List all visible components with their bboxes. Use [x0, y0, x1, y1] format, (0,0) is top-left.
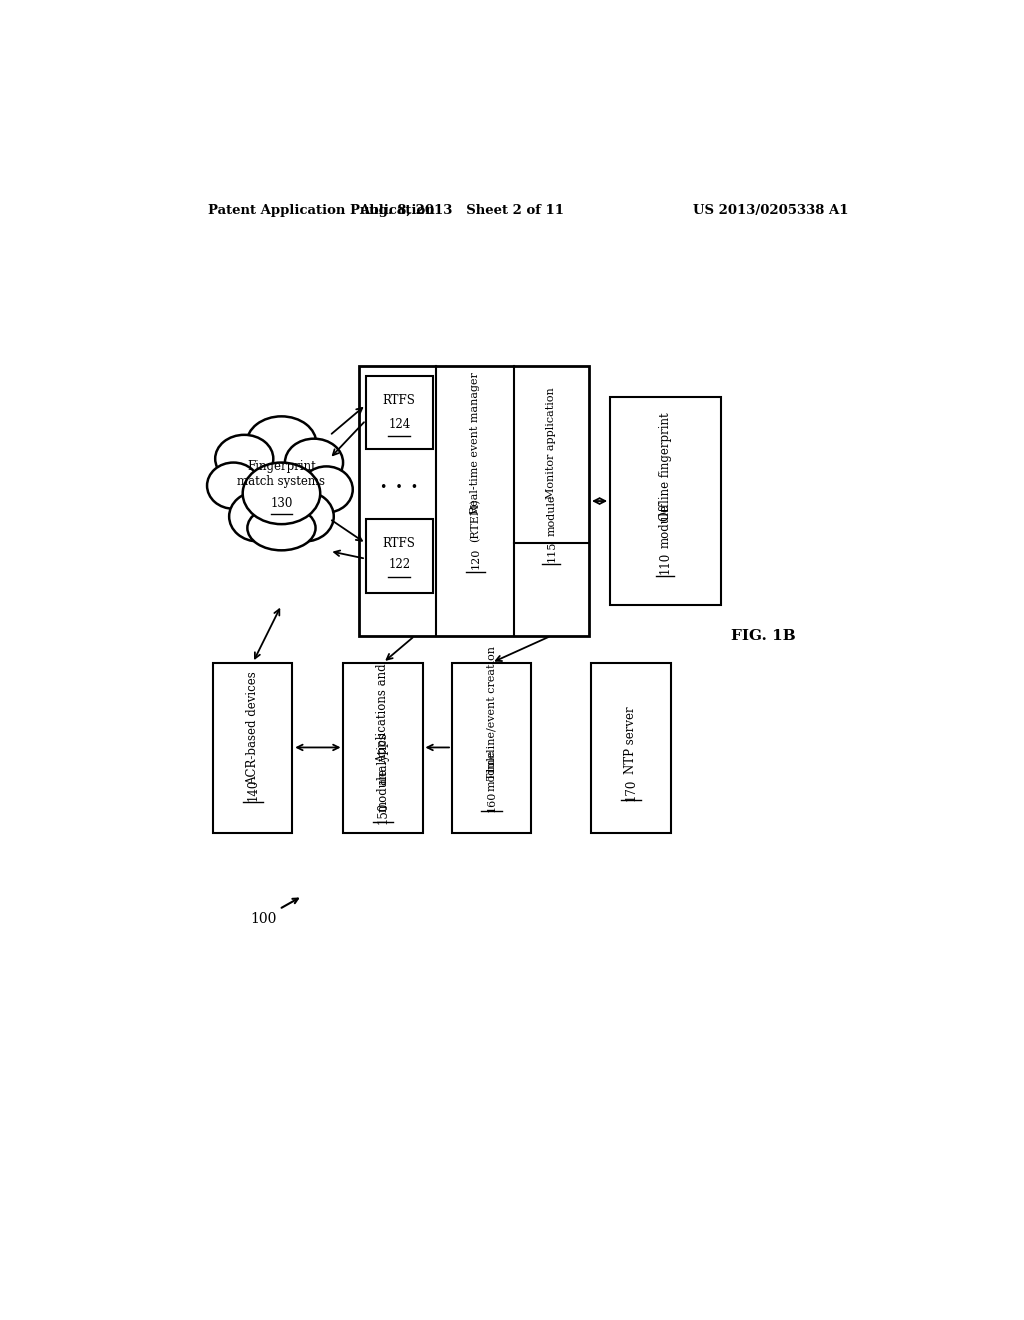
Text: 100: 100: [251, 912, 276, 927]
Text: ACR-based devices: ACR-based devices: [247, 672, 259, 785]
Ellipse shape: [247, 416, 316, 470]
Bar: [343, 663, 423, 833]
Text: module: module: [486, 750, 497, 791]
Text: 120: 120: [470, 548, 480, 569]
Text: RTFS: RTFS: [383, 537, 416, 550]
Text: module: module: [377, 768, 389, 812]
Text: FIG. 1B: FIG. 1B: [731, 628, 796, 643]
Ellipse shape: [248, 506, 315, 550]
Text: NTP server: NTP server: [625, 706, 638, 774]
Ellipse shape: [215, 434, 273, 483]
Text: 110: 110: [658, 552, 672, 574]
Text: 170: 170: [625, 779, 638, 801]
Text: Monitor application: Monitor application: [546, 388, 556, 499]
Text: Timeline/event creation: Timeline/event creation: [486, 645, 497, 780]
Ellipse shape: [243, 462, 321, 524]
Text: US 2013/0205338 A1: US 2013/0205338 A1: [693, 205, 849, 218]
Text: 150: 150: [377, 801, 389, 824]
Text: module: module: [658, 504, 672, 549]
Text: 140: 140: [247, 779, 259, 801]
Text: •  •  •: • • •: [380, 482, 419, 495]
Text: Aug. 8, 2013   Sheet 2 of 11: Aug. 8, 2013 Sheet 2 of 11: [358, 205, 564, 218]
Text: RTFS: RTFS: [383, 395, 416, 408]
Ellipse shape: [275, 491, 334, 541]
Text: Offline fingerprint: Offline fingerprint: [658, 412, 672, 520]
Text: 115: 115: [546, 540, 556, 562]
Bar: [366, 519, 432, 594]
Bar: [452, 663, 531, 833]
Text: Applications and: Applications and: [377, 663, 389, 763]
Text: Real-time event manager: Real-time event manager: [470, 372, 480, 515]
Text: (RTEM): (RTEM): [470, 499, 480, 543]
Bar: [610, 397, 721, 605]
Bar: [213, 663, 292, 833]
Text: 122: 122: [388, 558, 411, 572]
Bar: [592, 663, 671, 833]
Ellipse shape: [300, 466, 352, 512]
Bar: [366, 375, 432, 449]
Text: 124: 124: [388, 417, 411, 430]
Ellipse shape: [207, 462, 260, 508]
Bar: [359, 367, 589, 636]
Text: Patent Application Publication: Patent Application Publication: [208, 205, 434, 218]
Text: Fingerprint: Fingerprint: [247, 459, 315, 473]
Text: module: module: [546, 494, 556, 536]
Text: 160: 160: [486, 791, 497, 812]
Ellipse shape: [285, 438, 343, 487]
Text: match systems: match systems: [238, 475, 326, 488]
Ellipse shape: [229, 491, 288, 541]
Text: 130: 130: [270, 496, 293, 510]
Text: analytics: analytics: [377, 733, 389, 785]
